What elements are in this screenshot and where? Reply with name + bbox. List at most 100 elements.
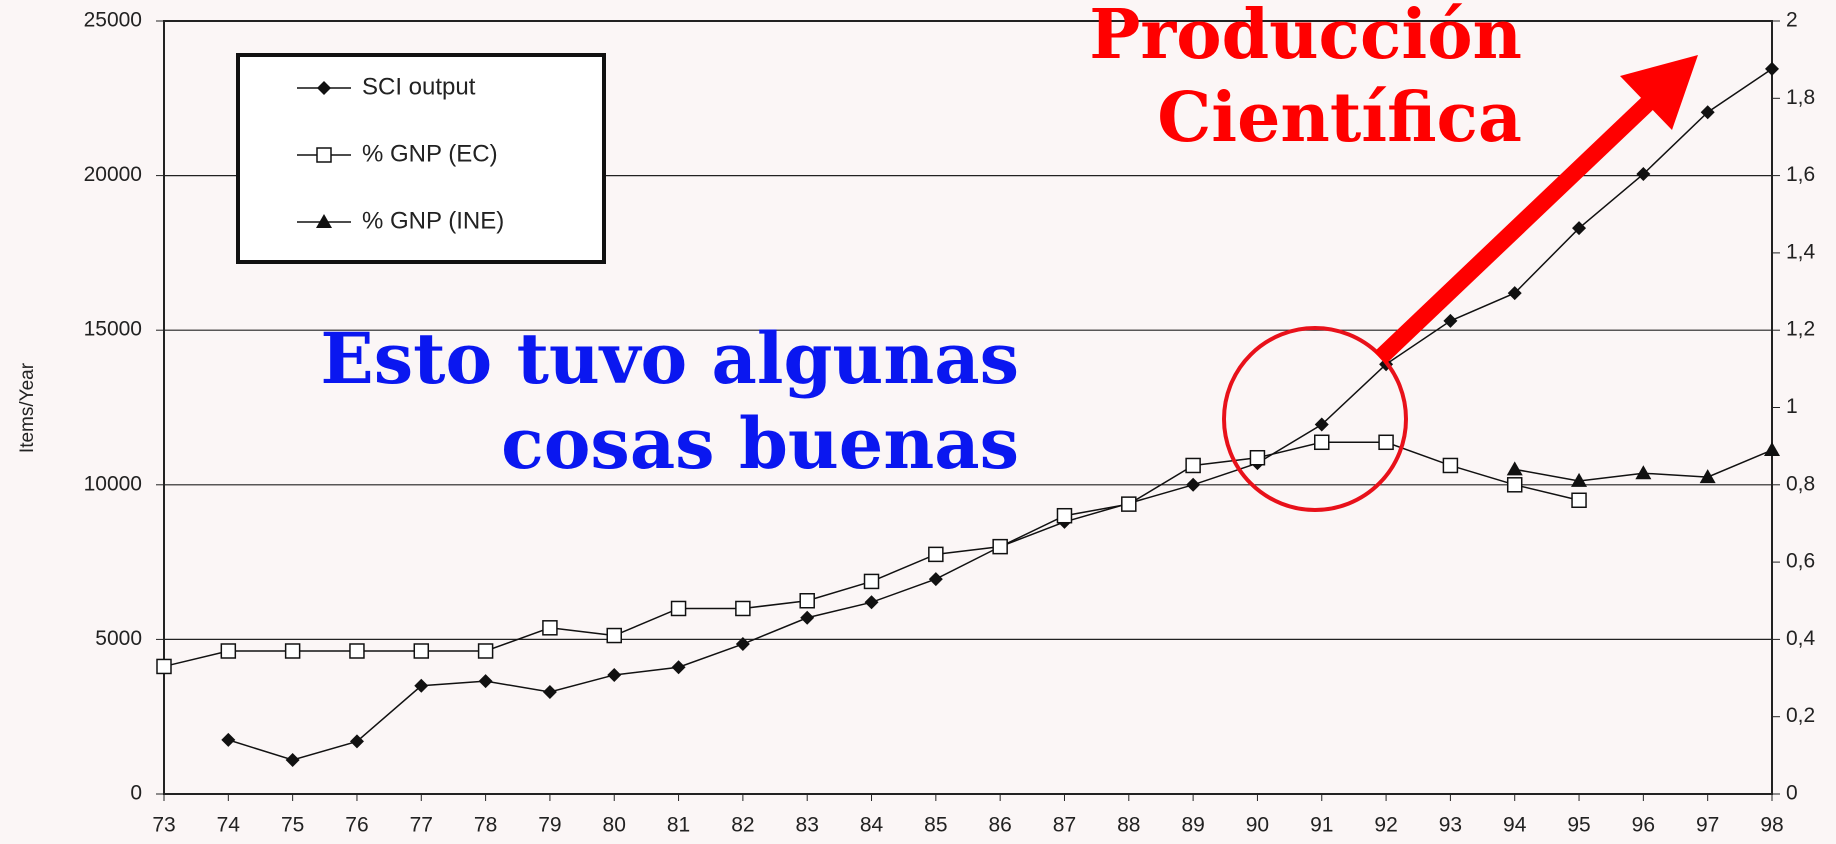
y2-tick-label: 0,6 — [1786, 550, 1815, 573]
data-point — [799, 593, 815, 609]
x-tick-label: 85 — [924, 814, 947, 837]
x-tick-label: 95 — [1567, 814, 1590, 837]
data-point — [477, 643, 494, 659]
annotation-red: Producción Científica — [1089, 0, 1522, 158]
data-point — [1186, 477, 1201, 492]
y2-tick-label: 1,2 — [1786, 318, 1815, 341]
x-tick-label: 91 — [1310, 814, 1333, 837]
data-point — [284, 643, 301, 659]
y-tick-label: 25000 — [84, 9, 142, 32]
data-point — [735, 600, 751, 617]
data-point — [928, 572, 943, 587]
data-point — [156, 658, 172, 675]
legend-marker — [316, 147, 332, 163]
legend-label: % GNP (INE) — [362, 207, 504, 234]
x-tick-label: 81 — [667, 814, 690, 837]
x-tick-label: 76 — [345, 814, 368, 837]
data-point — [671, 660, 686, 675]
arrow-head — [1620, 55, 1698, 130]
data-point — [992, 538, 1008, 555]
y2-tick-label: 1,6 — [1786, 163, 1815, 186]
x-tick-label: 88 — [1117, 814, 1140, 837]
y-tick-label: 0 — [130, 782, 142, 805]
data-point — [1314, 417, 1329, 432]
data-point — [1572, 221, 1587, 236]
data-point — [478, 674, 493, 689]
y2-tick-label: 1,8 — [1786, 86, 1815, 109]
y-tick-label: 10000 — [84, 472, 142, 495]
y2-tick-label: 0,4 — [1786, 627, 1816, 650]
data-point — [542, 684, 557, 699]
data-point — [1121, 496, 1137, 512]
data-point — [1764, 442, 1780, 457]
x-tick-label: 84 — [860, 814, 884, 837]
data-point — [863, 573, 880, 590]
legend-box — [236, 53, 606, 264]
data-point — [1506, 477, 1523, 493]
x-tick-label: 92 — [1374, 814, 1397, 837]
legend-label: SCI output — [362, 73, 476, 100]
data-point — [1765, 61, 1779, 76]
data-point — [1699, 469, 1716, 484]
y2-tick-label: 2 — [1786, 9, 1798, 32]
data-point — [221, 732, 236, 747]
data-point — [607, 667, 622, 682]
x-tick-label: 73 — [152, 814, 175, 837]
highlight-circle — [1222, 326, 1408, 512]
data-point — [1314, 434, 1330, 451]
x-tick-label: 75 — [281, 814, 304, 837]
x-tick-label: 97 — [1696, 814, 1719, 837]
x-tick-label: 83 — [796, 814, 819, 837]
data-point — [1507, 286, 1522, 301]
data-point — [1249, 449, 1266, 466]
x-tick-label: 82 — [731, 814, 754, 837]
x-tick-label: 90 — [1246, 814, 1269, 837]
data-point — [1636, 167, 1651, 182]
data-point — [1443, 313, 1458, 328]
x-tick-label: 96 — [1632, 814, 1655, 837]
y-tick-label: 5000 — [95, 627, 142, 650]
data-point — [349, 734, 364, 749]
legend-marker — [317, 81, 331, 95]
y2-tick-label: 0,2 — [1786, 704, 1815, 727]
y2-tick-label: 0 — [1786, 782, 1798, 805]
x-tick-label: 86 — [988, 814, 1011, 837]
x-tick-label: 77 — [410, 814, 433, 837]
data-point — [1185, 457, 1201, 474]
data-point — [864, 595, 879, 610]
legend-label: % GNP (EC) — [362, 140, 498, 167]
y2-tick-label: 1,4 — [1786, 240, 1816, 263]
x-tick-label: 78 — [474, 814, 497, 837]
data-point — [1056, 507, 1073, 524]
x-tick-label: 87 — [1053, 814, 1076, 837]
arrow-shaft — [1374, 94, 1656, 365]
y-tick-label: 20000 — [84, 163, 142, 186]
data-point — [220, 643, 237, 659]
plot-frame — [163, 20, 1773, 795]
annotation-blue: Esto tuvo algunas cosas buenas — [320, 317, 1019, 486]
x-tick-label: 74 — [217, 814, 241, 837]
x-tick-label: 98 — [1760, 814, 1783, 837]
y-tick-label: 15000 — [84, 318, 142, 341]
data-point — [349, 643, 365, 659]
data-point — [1635, 465, 1652, 480]
x-tick-label: 89 — [1181, 814, 1204, 837]
data-point — [1571, 472, 1588, 487]
data-point — [1571, 492, 1587, 509]
x-tick-label: 79 — [538, 814, 561, 837]
data-point — [285, 752, 300, 767]
data-point — [542, 620, 558, 636]
y2-tick-label: 0,8 — [1786, 472, 1815, 495]
x-tick-label: 94 — [1503, 814, 1527, 837]
data-point — [928, 546, 944, 563]
data-point — [735, 637, 750, 652]
data-point — [414, 678, 429, 693]
data-point — [670, 600, 687, 617]
data-point — [1506, 461, 1523, 476]
data-point — [1442, 457, 1459, 474]
data-point — [413, 643, 430, 659]
data-point — [1378, 434, 1394, 451]
data-point — [800, 610, 815, 625]
